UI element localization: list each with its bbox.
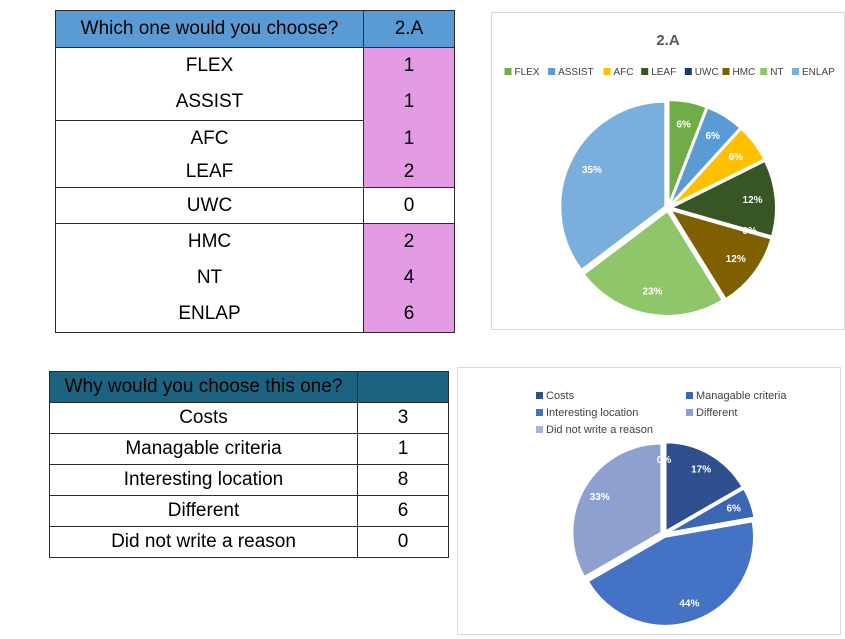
choice-value: 2	[363, 223, 455, 260]
data-label-enlap: 35%	[582, 165, 602, 176]
pie-data-labels: 17% 6% 44% 33% 0%	[590, 455, 741, 610]
choice-label: LEAF	[55, 156, 364, 188]
choice-value: 2	[363, 156, 455, 188]
reason-table-header-question: Why would you choose this one?	[49, 371, 358, 403]
chart-legend: FLEX ASSIST AFC LEAF UWC HMC NT ENLAP	[504, 67, 835, 78]
pie-slice-assist	[668, 106, 742, 207]
legend-swatch-managable-criteria	[686, 392, 693, 399]
data-label-uwc: 0%	[742, 226, 757, 237]
legend-swatch-flex	[504, 68, 512, 75]
legend-swatch-assist	[548, 68, 556, 75]
choice-label: ASSIST	[55, 83, 364, 121]
legend-swatch-uwc	[684, 68, 692, 75]
legend-swatch-afc	[603, 68, 611, 75]
legend-swatch-leaf	[641, 68, 649, 75]
choice-value: 1	[363, 47, 455, 84]
legend-label-interesting-location: Interesting location	[546, 407, 638, 419]
data-label-leaf: 12%	[743, 195, 763, 206]
data-label-costs: 17%	[691, 465, 711, 476]
legend-label-afc: AFC	[614, 67, 634, 78]
choice-value: 6	[363, 295, 455, 333]
legend-label-costs: Costs	[546, 390, 575, 402]
reason-pie-chart-panel: Costs Managable criteria Interesting locat…	[457, 367, 841, 635]
reason-label: Different	[49, 495, 358, 527]
pie-slice-enlap	[559, 100, 667, 272]
legend-swatch-nt	[760, 68, 768, 75]
reason-label: Did not write a reason	[49, 526, 358, 558]
reason-value: 6	[357, 495, 449, 527]
legend-label-hmc: HMC	[733, 67, 756, 78]
choice-table-header-question: Which one would you choose?	[55, 10, 364, 48]
legend-swatch-interesting-location	[536, 409, 543, 416]
legend-label-leaf: LEAF	[651, 67, 676, 78]
choice-value: 1	[363, 83, 455, 121]
pie-slice-managable-criteria	[666, 487, 756, 534]
choice-label: FLEX	[55, 47, 364, 84]
choice-pie-chart-panel: 2.A FLEX ASSIST AFC LEAF UWC HMC NT ENLAP 6% 6% 6…	[491, 12, 845, 330]
data-label-different: 33%	[590, 492, 610, 503]
data-label-flex: 6%	[676, 120, 691, 131]
legend-label-uwc: UWC	[695, 67, 719, 78]
data-label-did-not-write-a-reason: 0%	[657, 455, 672, 466]
pie-slice-hmc	[668, 208, 773, 301]
data-label-hmc: 12%	[726, 254, 746, 265]
legend-label-managable-criteria: Managable criteria	[696, 390, 787, 402]
legend-label-enlap: ENLAP	[802, 67, 835, 78]
reason-value: 3	[357, 402, 449, 434]
data-label-afc: 6%	[729, 152, 744, 163]
pie-slices	[559, 99, 777, 317]
reason-label: Interesting location	[49, 464, 358, 496]
reason-table-header-column	[357, 371, 449, 403]
legend-swatch-costs	[536, 392, 543, 399]
data-label-interesting-location: 44%	[679, 599, 699, 610]
chart-title: 2.A	[656, 32, 680, 49]
pie-slice-flex	[667, 99, 708, 206]
legend-swatch-different	[686, 409, 693, 416]
pie-slices	[571, 441, 756, 627]
choice-label: NT	[55, 259, 364, 296]
chart-legend: Costs Managable criteria Interesting locat…	[536, 390, 787, 436]
legend-label-assist: ASSIST	[558, 67, 594, 78]
choice-table-header-column: 2.A	[363, 10, 455, 48]
reason-label: Managable criteria	[49, 433, 358, 465]
data-label-nt: 23%	[642, 286, 662, 297]
pie-slice-interesting-location	[586, 520, 756, 627]
legend-swatch-enlap	[792, 68, 799, 75]
choice-label: ENLAP	[55, 295, 364, 333]
reason-value: 0	[357, 526, 449, 558]
legend-label-nt: NT	[770, 67, 783, 78]
pie-slice-afc	[669, 127, 766, 208]
pie-slice-different	[571, 442, 663, 579]
data-label-managable-criteria: 6%	[726, 504, 741, 515]
legend-label-did-not-write-a-reason: Did not write a reason	[546, 424, 653, 436]
choice-label: AFC	[55, 120, 364, 157]
reason-value: 1	[357, 433, 449, 465]
pie-slice-leaf	[668, 159, 777, 238]
legend-label-different: Different	[696, 407, 737, 419]
pie-data-labels: 6% 6% 6% 12% 0% 12% 23% 35%	[582, 120, 763, 298]
choice-pie-chart: 2.A FLEX ASSIST AFC LEAF UWC HMC NT ENLAP 6%6%6…	[504, 32, 835, 317]
legend-swatch-hmc	[722, 68, 730, 75]
choice-label: HMC	[55, 223, 364, 260]
choice-value: 1	[363, 120, 455, 157]
choice-value: 0	[363, 187, 455, 224]
reason-pie-chart: Costs Managable criteria Interesting locat…	[536, 390, 787, 627]
legend-swatch-did-not-write-a-reason	[536, 426, 543, 433]
pie-slice-nt	[582, 209, 725, 317]
legend-label-flex: FLEX	[515, 67, 540, 78]
reason-table: Why would you choose this one? Costs 3 M…	[49, 371, 449, 558]
reason-label: Costs	[49, 402, 358, 434]
pie-slice-costs	[664, 441, 744, 534]
choice-label: UWC	[55, 187, 364, 224]
choice-value: 4	[363, 259, 455, 296]
data-label-assist: 6%	[705, 131, 720, 142]
reason-value: 8	[357, 464, 449, 496]
choice-table: Which one would you choose? 2.A FLEX 1 A…	[55, 10, 455, 333]
